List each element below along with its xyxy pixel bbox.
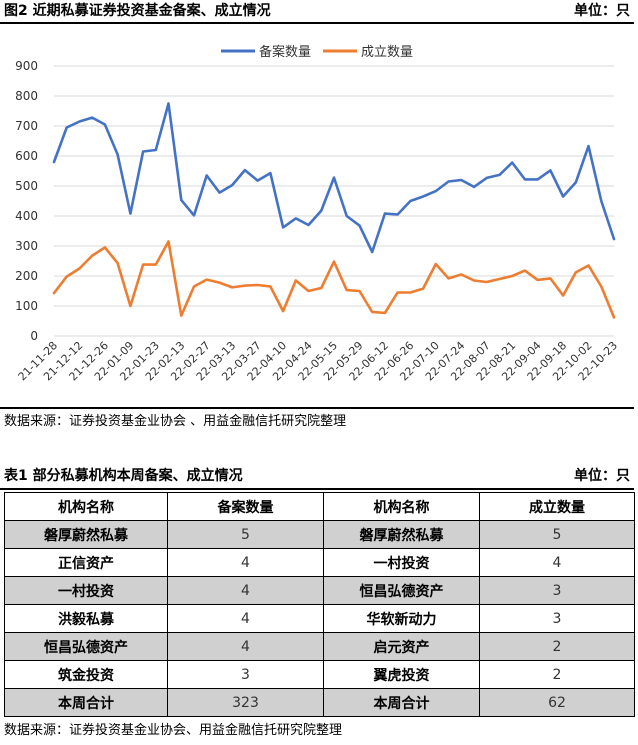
y-tick-label: 0 [30,329,38,343]
cell-name: 恒昌弘德资产 [4,632,168,661]
cell-value: 4 [167,576,324,605]
cell-value: 4 [167,632,324,661]
cell-value: 2 [479,660,635,689]
table-unit: 单位：只 [574,468,630,484]
y-tick-label: 300 [15,239,38,253]
legend-label: 备案数量 [259,44,311,60]
col-header-established: 成立数量 [479,492,635,521]
cell-name: 华软新动力 [323,604,480,633]
figure-source: 数据来源：证券投资基金业协会 、用益金融信托研究院整理 [4,414,347,429]
cell-name: 一村投资 [323,548,480,577]
y-tick-label: 900 [15,59,38,73]
table-total-row: 本周合计 323 本周合计 62 [4,688,635,717]
y-tick-label: 200 [15,269,38,283]
cell-name: 洪毅私募 [4,604,168,633]
col-header-institution-b: 机构名称 [323,492,480,521]
series-line-registered [52,102,616,254]
cell-value: 3 [167,660,324,689]
line-chart: 010020030040050060070080090021-11-2821-1… [15,44,620,383]
y-tick-label: 400 [15,209,38,223]
table-title: 表1 部分私募机构本周备案、成立情况 [4,468,243,484]
figure-unit: 单位：只 [574,3,630,19]
table-header: 表1 部分私募机构本周备案、成立情况 单位：只 [0,465,638,487]
table-top-rule [0,488,634,490]
series-line-established [52,240,616,319]
y-tick-label: 700 [15,119,38,133]
table-source: 数据来源：证券投资基金业协会、用益金融信托研究院整理 [4,723,343,738]
table-row: 恒昌弘德资产 4 启元资产 2 [4,632,635,661]
cell-value: 4 [479,548,635,577]
table-row: 磐厚蔚然私募 5 磐厚蔚然私募 5 [4,520,635,549]
figure-bottom-rule [0,407,634,409]
table-row: 洪毅私募 4 华软新动力 3 [4,604,635,633]
table-header-row: 机构名称 备案数量 机构名称 成立数量 [4,492,635,521]
institution-table: 机构名称 备案数量 机构名称 成立数量 磐厚蔚然私募 5 磐厚蔚然私募 5 正信… [4,492,635,717]
figure-title: 图2 近期私募证券投资基金备案、成立情况 [4,3,271,19]
cell-value: 3 [479,576,635,605]
figure-top-rule [0,22,634,24]
col-header-institution-a: 机构名称 [4,492,168,521]
cell-total-label: 本周合计 [4,688,168,717]
cell-name: 正信资产 [4,548,168,577]
cell-value: 4 [167,548,324,577]
table-row: 正信资产 4 一村投资 4 [4,548,635,577]
cell-value: 4 [167,604,324,633]
y-tick-label: 600 [15,149,38,163]
y-tick-label: 800 [15,89,38,103]
cell-name: 翼虎投资 [323,660,480,689]
table-row: 一村投资 4 恒昌弘德资产 3 [4,576,635,605]
cell-name: 一村投资 [4,576,168,605]
cell-name: 磐厚蔚然私募 [4,520,168,549]
col-header-registered: 备案数量 [167,492,324,521]
y-tick-label: 100 [15,299,38,313]
cell-value: 5 [479,520,635,549]
cell-total-label: 本周合计 [323,688,480,717]
cell-value: 5 [167,520,324,549]
cell-total-value: 62 [479,688,635,717]
table-row: 筑金投资 3 翼虎投资 2 [4,660,635,689]
cell-value: 3 [479,604,635,633]
cell-name: 恒昌弘德资产 [323,576,480,605]
cell-name: 筑金投资 [4,660,168,689]
cell-name: 磐厚蔚然私募 [323,520,480,549]
figure-header: 图2 近期私募证券投资基金备案、成立情况 单位：只 [0,0,638,22]
cell-value: 2 [479,632,635,661]
cell-name: 启元资产 [323,632,480,661]
y-tick-label: 500 [15,179,38,193]
cell-total-value: 323 [167,688,324,717]
legend-label: 成立数量 [361,45,413,60]
